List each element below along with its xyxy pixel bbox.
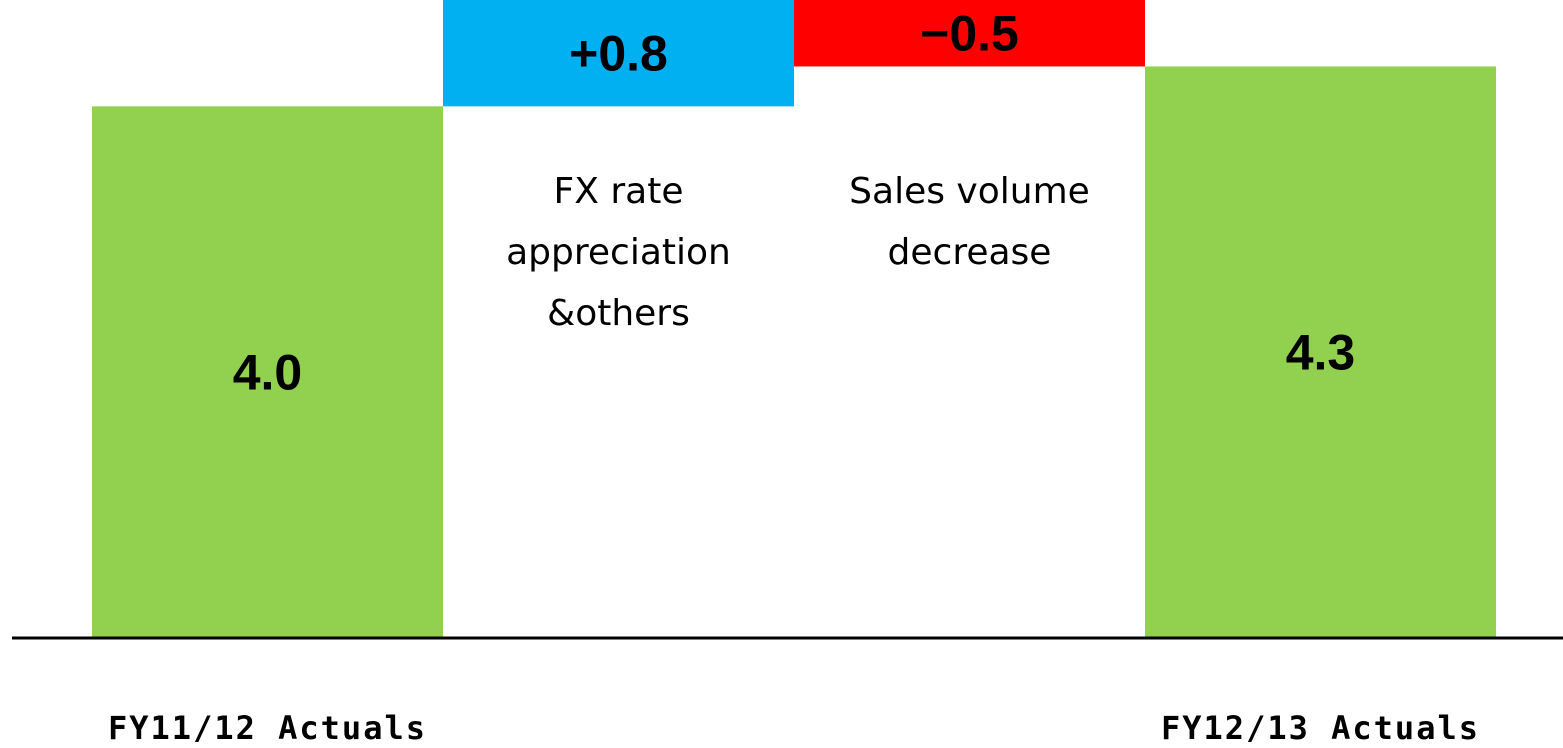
value-label: +0.8 — [569, 25, 668, 81]
annotation: appreciation — [506, 232, 731, 273]
value-label: −0.5 — [920, 5, 1019, 61]
bar — [794, 0, 1145, 67]
bar — [443, 0, 794, 107]
value-label: 4.3 — [1286, 324, 1356, 380]
x-tick-label: FY12/13 Actuals — [1161, 709, 1480, 747]
annotation: decrease — [888, 232, 1052, 273]
bar — [92, 106, 443, 639]
x-tick-label: FY11/12 Actuals — [108, 709, 427, 747]
value-label: 4.0 — [233, 344, 303, 400]
annotation: &others — [547, 293, 690, 334]
annotation: Sales volume — [849, 171, 1090, 212]
annotation: FX rate — [554, 171, 684, 212]
bar — [1145, 66, 1496, 639]
